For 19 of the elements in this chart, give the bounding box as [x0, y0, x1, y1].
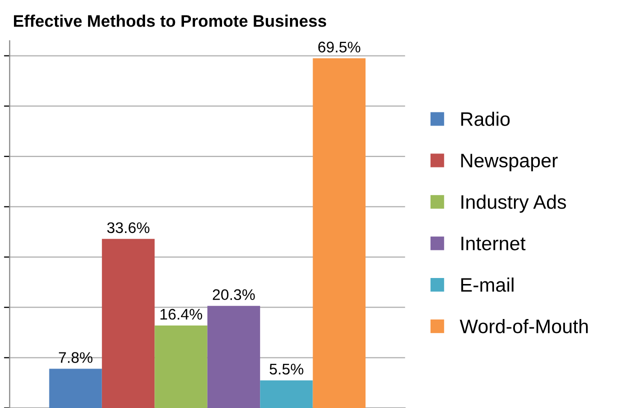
data-label: 33.6% [107, 222, 150, 234]
data-label: 20.3% [212, 289, 255, 300]
legend-label: Internet [461, 236, 526, 250]
bar [102, 238, 155, 408]
data-label: 16.4% [160, 308, 202, 320]
bar [312, 58, 366, 408]
data-label: 5.5% [270, 364, 304, 375]
data-label: 7.8% [58, 352, 92, 363]
legend-label: Word-of-Mouth [460, 318, 588, 334]
legend-label: Industry Ads [461, 194, 566, 213]
legend-label: E-mail [461, 278, 514, 292]
bar [207, 306, 260, 408]
legend-label: Radio [461, 112, 510, 126]
chart-title: Effective Methods to Promote Business [14, 14, 326, 27]
bar [49, 368, 102, 408]
legend-label: Newspaper [461, 154, 558, 172]
bar [260, 380, 313, 408]
data-label: 69.5% [318, 42, 360, 52]
bar [154, 325, 208, 408]
